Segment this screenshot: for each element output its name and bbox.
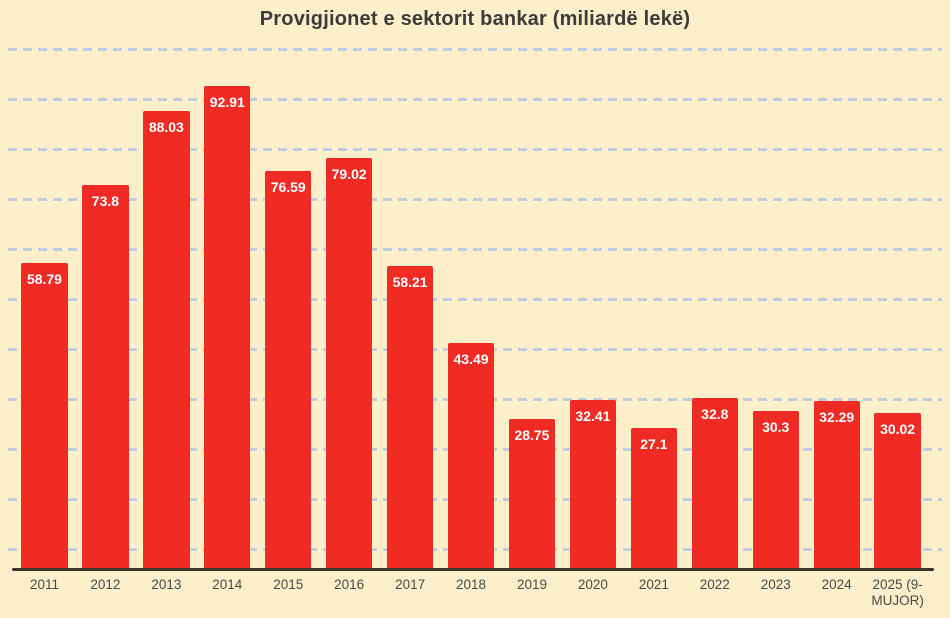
bar-value-label: 73.8 <box>91 193 120 209</box>
bar-column: 92.91 <box>197 40 258 569</box>
bar-value-label: 58.79 <box>26 271 62 287</box>
bar-column: 32.41 <box>562 40 623 569</box>
bar-column: 32.29 <box>806 40 867 569</box>
chart-title: Provigjionet e sektorit bankar (miliardë… <box>259 8 691 30</box>
gridline <box>8 98 942 101</box>
x-axis-label: 2018 <box>456 577 487 592</box>
x-axis-label: 2021 <box>638 577 669 592</box>
bar-2020: 32.41 <box>569 400 617 569</box>
x-axis-label: 2019 <box>516 577 547 592</box>
bar-column: 30.3 <box>745 40 806 569</box>
bar-column: 43.49 <box>441 40 502 569</box>
x-axis-label: 2020 <box>577 577 608 592</box>
bar-2023: 30.3 <box>752 411 799 569</box>
bar-column: 32.8 <box>684 40 745 569</box>
bars: 58.79 73.8 88.03 92.91 76.59 79.02 58.21 43.49 2… <box>14 40 928 569</box>
bar-value-label: 32.41 <box>575 408 611 424</box>
x-axis-line <box>12 568 934 571</box>
x-axis-label: 2022 <box>699 577 730 592</box>
bar-value-label: 32.29 <box>819 409 855 425</box>
bar-value-label: 92.91 <box>209 94 245 110</box>
x-axis-label: 2017 <box>395 577 426 592</box>
bar-value-label: 30.02 <box>880 421 916 437</box>
bar-column: 30.02 <box>867 40 928 569</box>
x-axis-label: 2013 <box>151 577 182 592</box>
bar-column: 28.75 <box>502 40 563 569</box>
bar-2014: 92.91 <box>204 86 251 569</box>
bar-column: 76.59 <box>258 40 319 569</box>
bar-value-label: 30.3 <box>762 419 790 435</box>
bar-column: 88.03 <box>136 40 197 569</box>
bar-2021: 27.1 <box>630 428 677 569</box>
bar-2016: 79.02 <box>326 158 373 569</box>
x-axis-label: 2023 <box>760 577 791 592</box>
x-axis-label: 2016 <box>334 577 365 592</box>
x-axis-labels: 2011 2012 2013 2014 2015 2016 2017 2018 2019 2020… <box>14 577 928 609</box>
bar-column: 58.79 <box>14 40 75 569</box>
bar-value-label: 43.49 <box>453 351 489 367</box>
bar-2013: 88.03 <box>143 111 190 569</box>
bar-2012: 73.8 <box>82 185 129 569</box>
bar-value-label: 79.02 <box>331 166 367 182</box>
bar-column: 27.1 <box>623 40 684 569</box>
bar-value-label: 76.59 <box>270 179 306 195</box>
bar-2025 (9-MUJOR): 30.02 <box>874 413 921 569</box>
x-axis-label: 2024 <box>821 577 852 592</box>
bar-column: 73.8 <box>75 40 136 569</box>
gridline <box>8 148 942 151</box>
x-axis-label: 2025 (9-MUJOR) <box>871 577 924 608</box>
gridline <box>8 48 942 51</box>
x-axis-label: 2015 <box>273 577 304 592</box>
gridline <box>8 298 942 301</box>
bar-2018: 43.49 <box>447 343 495 569</box>
bar-column: 58.21 <box>380 40 441 569</box>
gridline <box>8 248 942 251</box>
gridline <box>8 198 942 201</box>
bar-2019: 28.75 <box>508 419 556 569</box>
bar-2024: 32.29 <box>813 401 860 569</box>
bar-2011: 58.79 <box>21 263 68 569</box>
x-axis-label: 2014 <box>212 577 243 592</box>
plot-area: 58.79 73.8 88.03 92.91 76.59 79.02 58.21 43.49 2… <box>8 40 942 571</box>
bar-2015: 76.59 <box>265 171 312 569</box>
bar-value-label: 32.8 <box>701 406 729 422</box>
bar-value-label: 58.21 <box>392 274 428 290</box>
bar-value-label: 88.03 <box>148 119 184 135</box>
bar-column: 79.02 <box>319 40 380 569</box>
x-axis-label: 2011 <box>29 577 59 592</box>
bar-value-label: 28.75 <box>514 427 550 443</box>
x-axis-label: 2012 <box>90 577 121 592</box>
bar-2017: 58.21 <box>386 266 434 569</box>
bar-value-label: 27.1 <box>640 436 668 452</box>
bar-2022: 32.8 <box>691 398 738 569</box>
